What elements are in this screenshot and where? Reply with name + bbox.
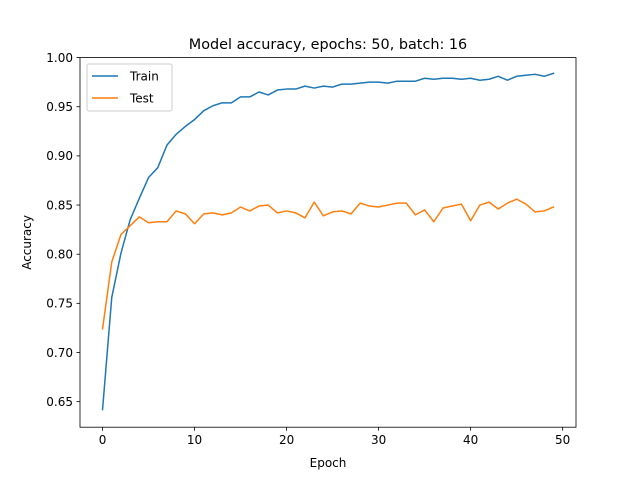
x-tick-label: 0: [99, 433, 107, 447]
x-axis-label: Epoch: [310, 456, 347, 470]
y-tick-label: 0.80: [46, 247, 73, 261]
x-tick-label: 20: [279, 433, 294, 447]
y-tick-label: 0.70: [46, 346, 73, 360]
series-line-test: [101, 198, 555, 330]
x-tick-label: 50: [555, 433, 570, 447]
x-tick-label: 30: [371, 433, 386, 447]
legend-label-train: Train: [129, 70, 159, 84]
x-tick-label: 10: [187, 433, 202, 447]
series-line-train: [101, 72, 555, 411]
legend: Train Test: [86, 63, 173, 112]
axes-frame: [79, 57, 577, 428]
y-tick-label: 0.75: [46, 297, 73, 311]
y-axis-ticks: 0.65 0.70 0.75 0.80 0.85 0.90 0.95 1.00: [46, 51, 80, 409]
y-tick-label: 0.85: [46, 198, 73, 212]
y-axis-label: Accuracy: [20, 215, 34, 270]
y-tick-label: 1.00: [46, 51, 73, 65]
x-tick-label: 40: [463, 433, 478, 447]
plot-area: [80, 57, 576, 428]
plot-lines: [101, 72, 555, 411]
y-tick-label: 0.65: [46, 395, 73, 409]
y-tick-label: 0.95: [46, 100, 73, 114]
y-tick-label: 0.90: [46, 149, 73, 163]
legend-label-test: Test: [129, 92, 154, 106]
chart-title: Model accuracy, epochs: 50, batch: 16: [189, 37, 467, 53]
x-axis-ticks: 0 10 20 30 40 50: [99, 427, 570, 447]
